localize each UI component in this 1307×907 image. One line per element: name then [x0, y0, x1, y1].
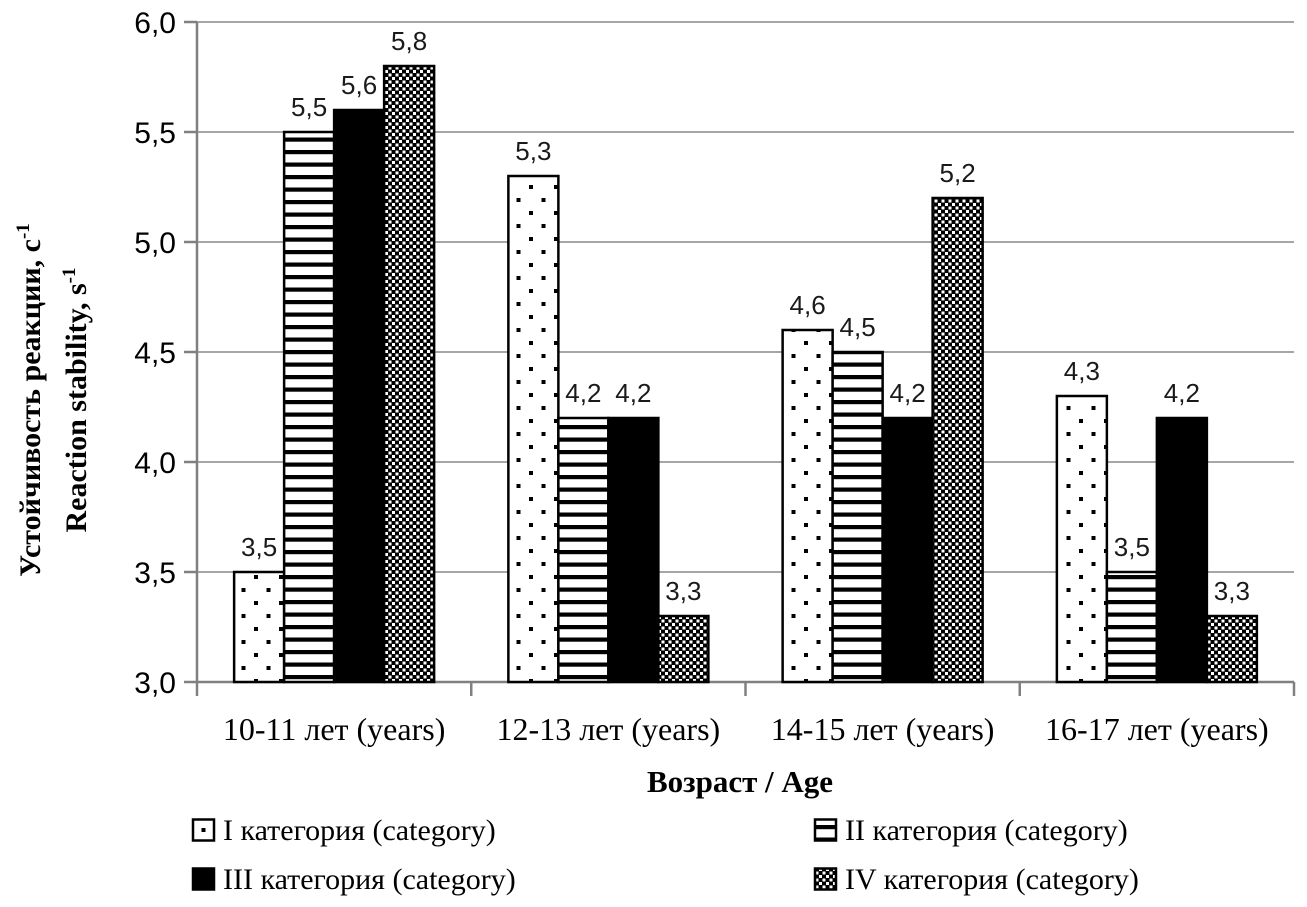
- bar-value-label: 4,2: [1164, 378, 1200, 408]
- bar-value-label: 5,8: [391, 26, 427, 56]
- x-axis-title: Возраст / Age: [647, 764, 833, 799]
- x-category-label: 10-11 лет (years): [223, 711, 445, 747]
- bar: [931, 196, 984, 684]
- bars: [232, 64, 1259, 684]
- legend-marker-checker-icon: [813, 867, 838, 891]
- y-tick-label: 4,0: [134, 447, 176, 480]
- y-axis-title: Устойчивость реакции, с-1 Reaction stabi…: [13, 223, 93, 577]
- bar-value-label: 4,2: [615, 378, 651, 408]
- y-tick-label: 6,0: [134, 7, 176, 40]
- legend-item-label: IV категория (category): [845, 863, 1139, 896]
- y-tick-label: 5,5: [134, 117, 176, 150]
- bar: [607, 416, 660, 684]
- legend-item-label: II категория (category): [845, 814, 1128, 847]
- legend-item: IV категория (category): [813, 863, 1139, 896]
- y-tick-label: 3,0: [134, 667, 176, 700]
- legend-item: III категория (category): [191, 863, 516, 896]
- bar: [657, 614, 710, 684]
- x-axis-ticks: [195, 682, 1296, 696]
- bar-value-label: 5,2: [940, 158, 976, 188]
- y-axis-ticks: 6,0 5,5 5,0 4,5 4,0 3,5 3,0: [134, 7, 197, 700]
- bar: [232, 570, 286, 684]
- bar-value-label: 5,6: [341, 70, 377, 100]
- bar-value-label: 5,5: [291, 92, 327, 122]
- bar-value-label: 4,2: [890, 378, 926, 408]
- bar-value-label: 4,6: [790, 290, 826, 320]
- bar: [332, 108, 386, 684]
- legend-marker-solid-icon: [191, 867, 216, 891]
- x-category-label: 16-17 лет (years): [1045, 711, 1269, 747]
- bar-value-label: 3,5: [1114, 532, 1150, 562]
- x-category-label: 12-13 лет (years): [497, 711, 721, 747]
- y-axis-title-ru-sup: -1: [13, 223, 34, 239]
- y-axis-title-ru: Устойчивость реакции, с-1: [13, 223, 47, 577]
- y-axis-title-en: Reaction stability, s-1: [59, 268, 93, 533]
- bar: [881, 416, 934, 684]
- bar: [831, 350, 884, 684]
- legend-marker-dot: [201, 828, 206, 832]
- bar-value-label: 5,3: [515, 136, 551, 166]
- bar: [1055, 394, 1109, 684]
- legend-marker-hlines-icon: [813, 818, 838, 842]
- y-axis-title-ru-main: Устойчивость реакции, с: [14, 239, 47, 577]
- bar-value-label: 4,5: [840, 312, 876, 342]
- bar-value-labels: 3,5 5,3 4,6 4,3 5,5 4,2 4,5 3,5 5,6 4,2 4,2 4,2 5,8 3…: [241, 26, 1250, 606]
- bar: [1205, 614, 1259, 684]
- x-category-labels: 10-11 лет (years) 12-13 лет (years) 14-15 …: [223, 711, 1269, 747]
- bar: [1155, 416, 1209, 684]
- bar-value-label: 4,3: [1064, 356, 1100, 386]
- bar-value-label: 3,5: [241, 532, 277, 562]
- x-category-label: 14-15 лет (years): [771, 711, 995, 747]
- legend-item-label: I категория (category): [223, 814, 496, 847]
- y-axis-title-en-main: Reaction stability, s: [60, 283, 93, 532]
- bar: [507, 174, 560, 684]
- legend-item-label: III категория (category): [223, 863, 516, 896]
- bar-value-label: 3,3: [1214, 576, 1250, 606]
- y-tick-label: 4,5: [134, 337, 176, 370]
- legend: I категория (category) II категория (cate…: [191, 814, 1139, 896]
- y-tick-label: 3,5: [134, 557, 176, 590]
- bar-value-label: 4,2: [565, 378, 601, 408]
- bar: [382, 64, 436, 684]
- bar: [1105, 570, 1159, 684]
- bar-value-label: 3,3: [665, 576, 701, 606]
- bar: [282, 130, 336, 684]
- legend-item: II категория (category): [813, 814, 1128, 847]
- bar: [781, 328, 834, 684]
- y-axis-title-en-sup: -1: [59, 268, 80, 284]
- bar: [557, 416, 610, 684]
- legend-item: I категория (category): [191, 814, 496, 847]
- y-tick-label: 5,0: [134, 227, 176, 260]
